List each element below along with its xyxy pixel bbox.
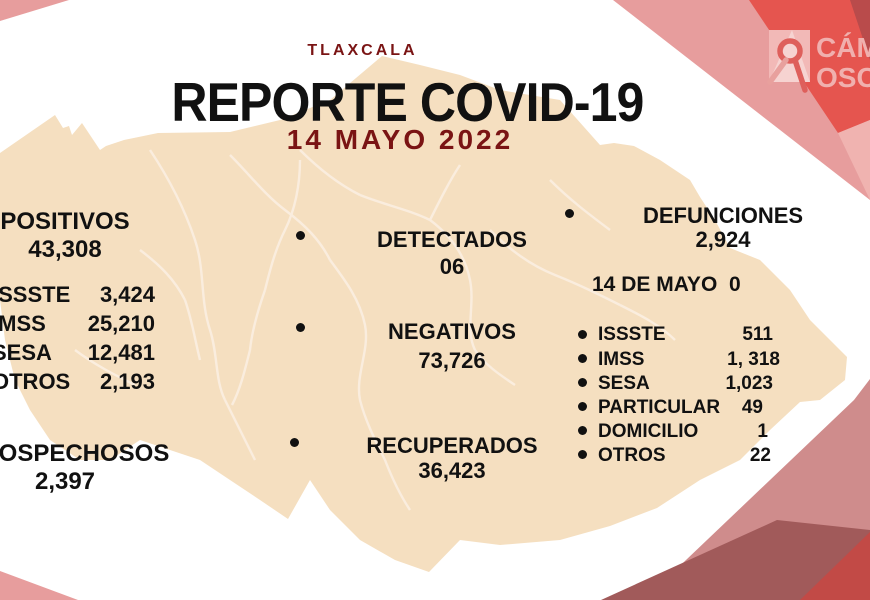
svg-text:CÁM: CÁM xyxy=(816,32,870,63)
svg-text:OSC: OSC xyxy=(816,62,870,93)
